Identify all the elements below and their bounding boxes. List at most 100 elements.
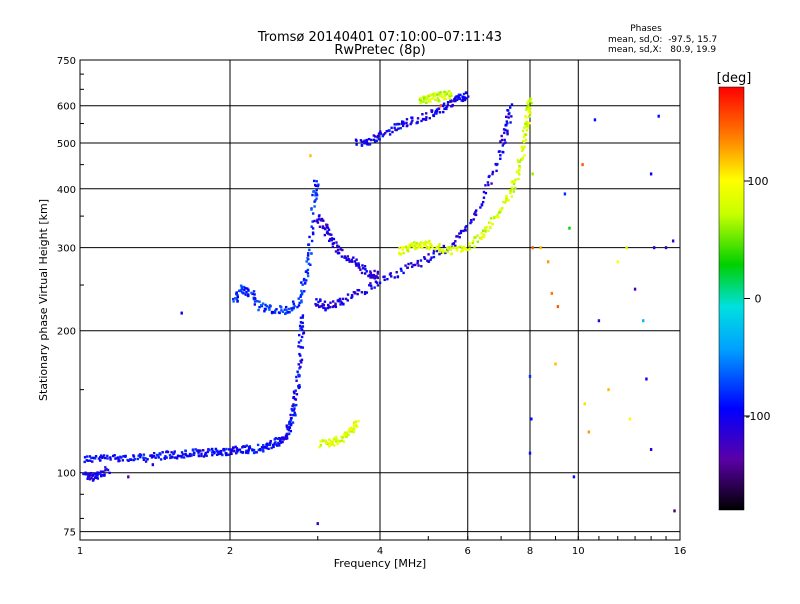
data-point	[347, 257, 350, 261]
data-point	[455, 246, 459, 250]
data-point	[102, 454, 106, 457]
data-point	[352, 256, 355, 259]
data-point	[505, 198, 508, 202]
data-point	[85, 459, 88, 462]
data-point	[424, 117, 427, 121]
data-point	[444, 251, 447, 255]
data-point	[491, 170, 495, 174]
data-point	[376, 270, 380, 274]
data-point	[253, 293, 256, 296]
data-point	[444, 97, 448, 101]
data-point	[311, 212, 315, 215]
data-point	[475, 209, 478, 212]
data-point	[473, 236, 476, 239]
data-point	[427, 95, 430, 98]
data-point	[524, 138, 528, 142]
data-point	[362, 267, 365, 270]
data-point	[376, 276, 379, 279]
data-point	[349, 426, 353, 430]
data-point	[372, 138, 376, 142]
data-point	[363, 139, 366, 142]
data-point	[339, 303, 342, 306]
data-point	[242, 292, 245, 295]
data-point	[365, 140, 369, 144]
data-point	[334, 435, 338, 439]
data-point	[340, 301, 344, 304]
data-point	[370, 274, 374, 277]
data-point	[285, 434, 289, 437]
data-point	[353, 260, 357, 263]
data-point	[316, 303, 319, 307]
data-point	[268, 308, 271, 311]
data-point	[298, 301, 301, 305]
data-point	[454, 99, 457, 103]
data-point	[529, 112, 532, 115]
data-point	[497, 216, 500, 219]
data-point	[83, 456, 87, 459]
data-point	[96, 471, 99, 474]
data-point	[488, 225, 492, 229]
data-point	[245, 449, 248, 453]
data-point	[642, 319, 645, 323]
data-point	[424, 241, 428, 244]
data-point	[144, 460, 148, 463]
data-point	[293, 404, 297, 407]
data-point	[368, 284, 371, 287]
data-point	[370, 284, 373, 288]
data-point	[402, 122, 406, 125]
data-point	[348, 430, 351, 433]
data-point	[200, 452, 203, 455]
data-point	[404, 245, 408, 248]
data-point	[299, 354, 302, 357]
data-point	[279, 305, 282, 308]
data-point	[402, 271, 405, 275]
colorbar-tick-label: 0	[755, 293, 762, 306]
data-point	[327, 228, 331, 231]
data-point	[285, 425, 289, 429]
data-point	[105, 468, 108, 471]
data-point	[454, 240, 457, 243]
data-point	[109, 458, 112, 461]
data-point	[367, 274, 370, 278]
data-point	[344, 256, 348, 259]
data-point	[448, 96, 452, 99]
data-point	[302, 279, 306, 282]
data-point	[320, 218, 323, 222]
data-point	[425, 245, 428, 249]
data-point	[273, 311, 277, 314]
data-point	[360, 291, 364, 294]
data-point	[432, 249, 436, 253]
data-point	[421, 117, 425, 121]
data-point	[468, 247, 472, 251]
data-point	[395, 128, 398, 132]
data-point	[335, 437, 338, 440]
data-point	[531, 246, 534, 250]
data-point	[445, 105, 449, 108]
data-point	[369, 282, 372, 285]
data-point	[300, 326, 303, 329]
data-point	[412, 263, 415, 267]
data-point	[373, 277, 376, 280]
data-point	[300, 291, 304, 294]
data-point	[657, 114, 660, 118]
data-point	[306, 272, 310, 275]
data-point	[259, 447, 262, 451]
data-point	[262, 450, 265, 453]
data-point	[173, 450, 176, 453]
data-point	[437, 98, 440, 102]
data-point	[293, 411, 296, 415]
data-point	[572, 475, 576, 479]
chart-title: Tromsø 20140401 07:10:00–07:11:43	[257, 30, 502, 45]
data-point	[400, 269, 403, 272]
data-point	[99, 472, 102, 476]
data-point	[463, 96, 466, 99]
data-point	[411, 116, 414, 119]
data-point	[142, 456, 145, 459]
data-point	[169, 456, 172, 460]
data-point	[496, 162, 499, 166]
data-point	[436, 96, 440, 100]
data-point	[437, 244, 441, 248]
data-point	[451, 103, 454, 107]
data-point	[454, 244, 457, 247]
data-point	[217, 452, 220, 456]
